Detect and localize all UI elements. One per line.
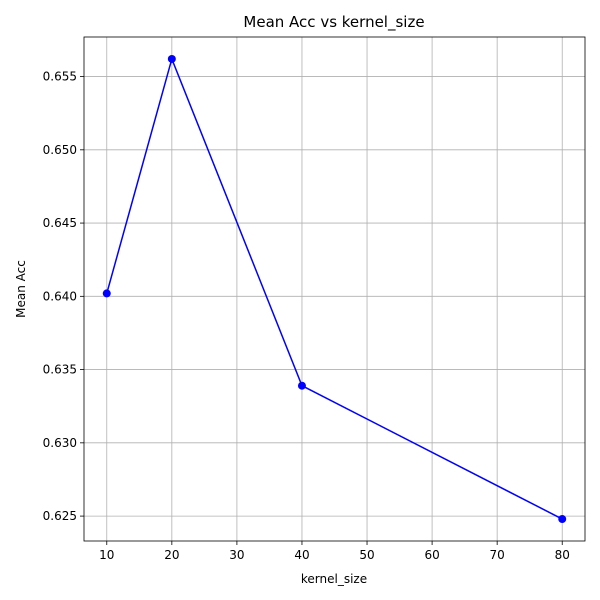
x-tick-label: 20 — [164, 548, 179, 562]
y-tick-label: 0.655 — [43, 70, 77, 84]
data-point — [558, 515, 567, 524]
data-point — [167, 54, 176, 63]
y-tick-label: 0.625 — [43, 509, 77, 523]
plot-frame — [83, 36, 586, 542]
series-line — [106, 56, 563, 520]
x-tick-label: 30 — [229, 548, 244, 562]
series-line-layer — [106, 56, 563, 520]
data-point — [297, 381, 306, 390]
x-tick-label: 50 — [359, 548, 374, 562]
data-points — [102, 54, 567, 524]
y-axis-label: Mean Acc — [14, 260, 28, 318]
y-tick-label: 0.645 — [43, 216, 77, 230]
y-tick-label: 0.635 — [43, 363, 77, 377]
chart-title: Mean Acc vs kernel_size — [243, 13, 424, 32]
grid — [84, 37, 585, 541]
x-tick-label: 70 — [490, 548, 505, 562]
y-tick-label: 0.630 — [43, 436, 77, 450]
y-tick-label: 0.650 — [43, 143, 77, 157]
x-axis-label: kernel_size — [301, 572, 367, 586]
y-tick-label: 0.640 — [43, 289, 77, 303]
data-point — [102, 289, 111, 298]
x-tick-label: 80 — [555, 548, 570, 562]
x-tick-label: 40 — [294, 548, 309, 562]
x-tick-label: 10 — [99, 548, 114, 562]
x-axis-ticks: 10 20 30 40 50 60 70 80 — [99, 541, 570, 562]
x-tick-label: 60 — [424, 548, 439, 562]
y-axis-ticks: 0.625 0.630 0.635 0.640 0.645 0.650 0.655 — [43, 70, 84, 523]
